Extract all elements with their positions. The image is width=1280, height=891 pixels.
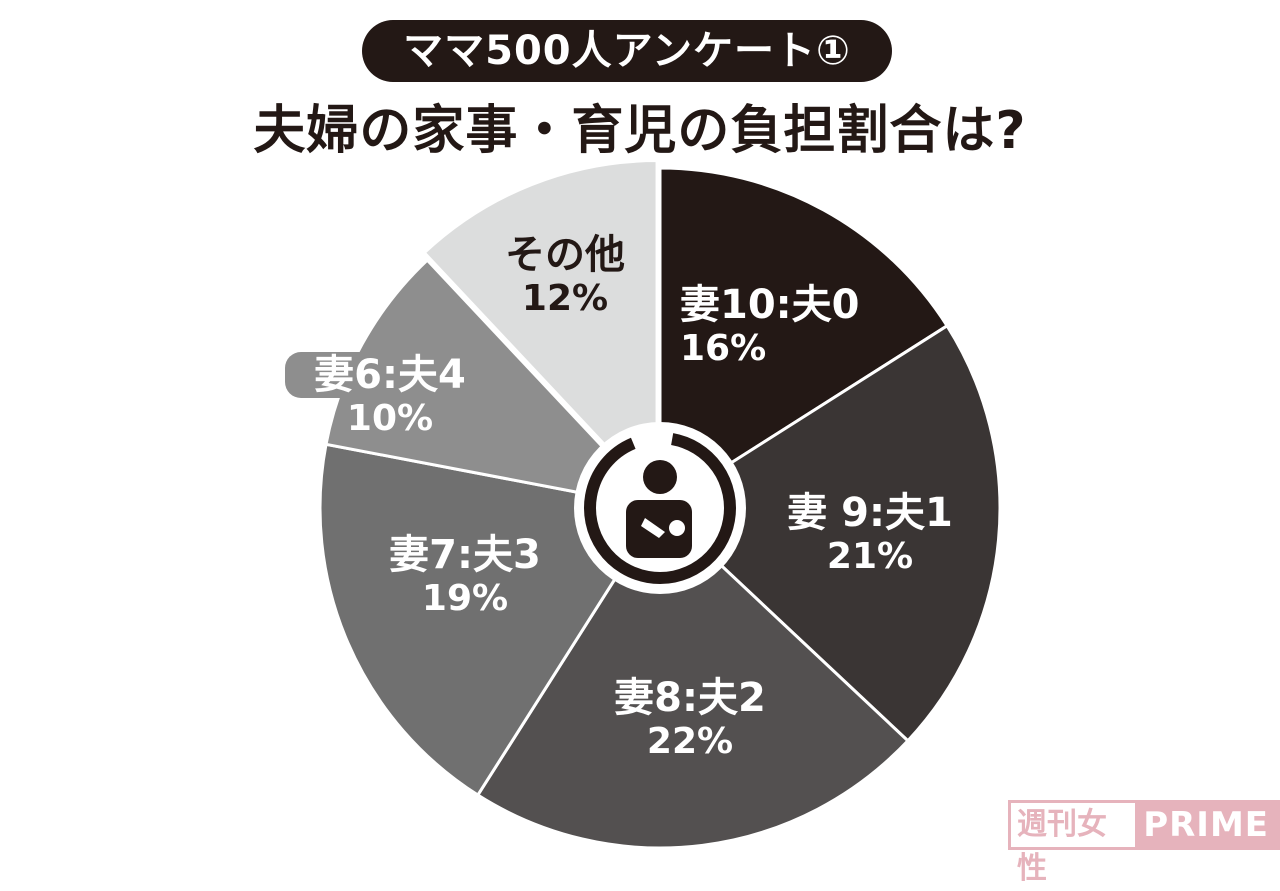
label-slice-5: その他 12% [505, 232, 625, 319]
pie-slices [318, 159, 1002, 850]
pie-slice [475, 505, 910, 850]
watermark-en: PRIME [1135, 803, 1277, 847]
watermark-jp: 週刊女性 [1011, 803, 1136, 886]
pie-slice [318, 442, 663, 798]
survey-badge: ママ500人アンケート① [362, 20, 892, 82]
chart-title: 夫婦の家事・育児の負担割合は? [253, 101, 1027, 161]
label-slice-1: 妻 9:夫1 21% [787, 490, 953, 577]
breastfeeding-mother-icon [574, 422, 746, 594]
label-slice-0: 妻10:夫0 16% [680, 282, 860, 369]
pie-slice [422, 159, 659, 505]
pie-slice [657, 323, 1002, 743]
pie-chart [318, 159, 1002, 850]
label-slice-3: 妻7:夫3 19% [389, 532, 541, 619]
label-slice-4: 妻6:夫4 10% [285, 352, 495, 439]
publisher-watermark: 週刊女性 PRIME [1008, 800, 1280, 886]
pie-slice [658, 166, 950, 511]
label-slice-2: 妻8:夫2 22% [614, 675, 766, 762]
